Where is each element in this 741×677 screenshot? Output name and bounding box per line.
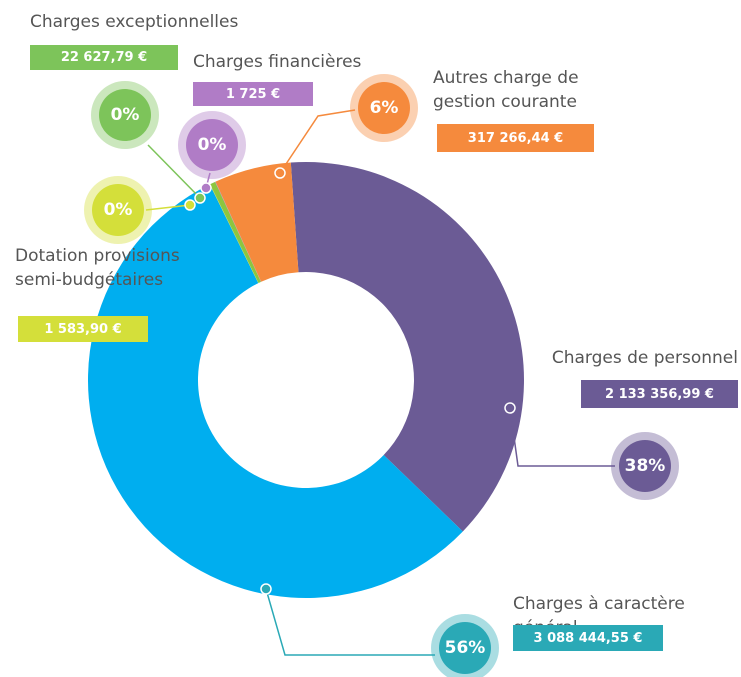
donut-slice [210, 181, 261, 284]
bubble [99, 89, 151, 141]
share-label: 0% [104, 200, 133, 220]
share-label: 6% [370, 98, 399, 118]
category-label: Charges financières [193, 52, 362, 72]
donut-slice [290, 162, 524, 532]
category-label: Charges de personnel [551, 348, 738, 368]
leader-dot [504, 402, 516, 414]
leader-dot [184, 199, 196, 211]
share-label: 38% [625, 456, 666, 476]
leader-dot [194, 192, 206, 204]
leader-line [265, 588, 435, 656]
leader-line [147, 144, 201, 199]
leader-line [509, 407, 615, 467]
value-label: 22 627,79 € [30, 45, 178, 70]
category-label: Autres charge de gestion courante [433, 68, 579, 112]
share-label: 0% [198, 135, 227, 155]
leader-dot [200, 182, 212, 194]
leader-line [145, 204, 191, 211]
category-label: Charges exceptionnelles [30, 12, 239, 32]
bubble [92, 184, 144, 236]
share-label: 56% [445, 638, 486, 658]
leader-dot [274, 167, 286, 179]
leader-line [279, 109, 356, 174]
donut-slice [215, 181, 262, 282]
value-label: 317 266,44 € [437, 124, 594, 152]
donut-slice [209, 184, 259, 284]
leader-dot [260, 583, 272, 595]
bubble [186, 119, 238, 171]
bubble [619, 440, 671, 492]
value-label: 1 583,90 € [18, 316, 148, 342]
value-label: 1 725 € [193, 82, 313, 106]
value-label: 2 133 356,99 € [581, 380, 738, 408]
value-label: 3 088 444,55 € [513, 625, 663, 651]
bubble [358, 82, 410, 134]
bubble [439, 622, 491, 674]
donut-slice [215, 162, 299, 282]
category-label: Dotation provisions semi-budgétaires [15, 246, 180, 290]
donut-slice [87, 184, 463, 598]
share-label: 0% [111, 105, 140, 125]
